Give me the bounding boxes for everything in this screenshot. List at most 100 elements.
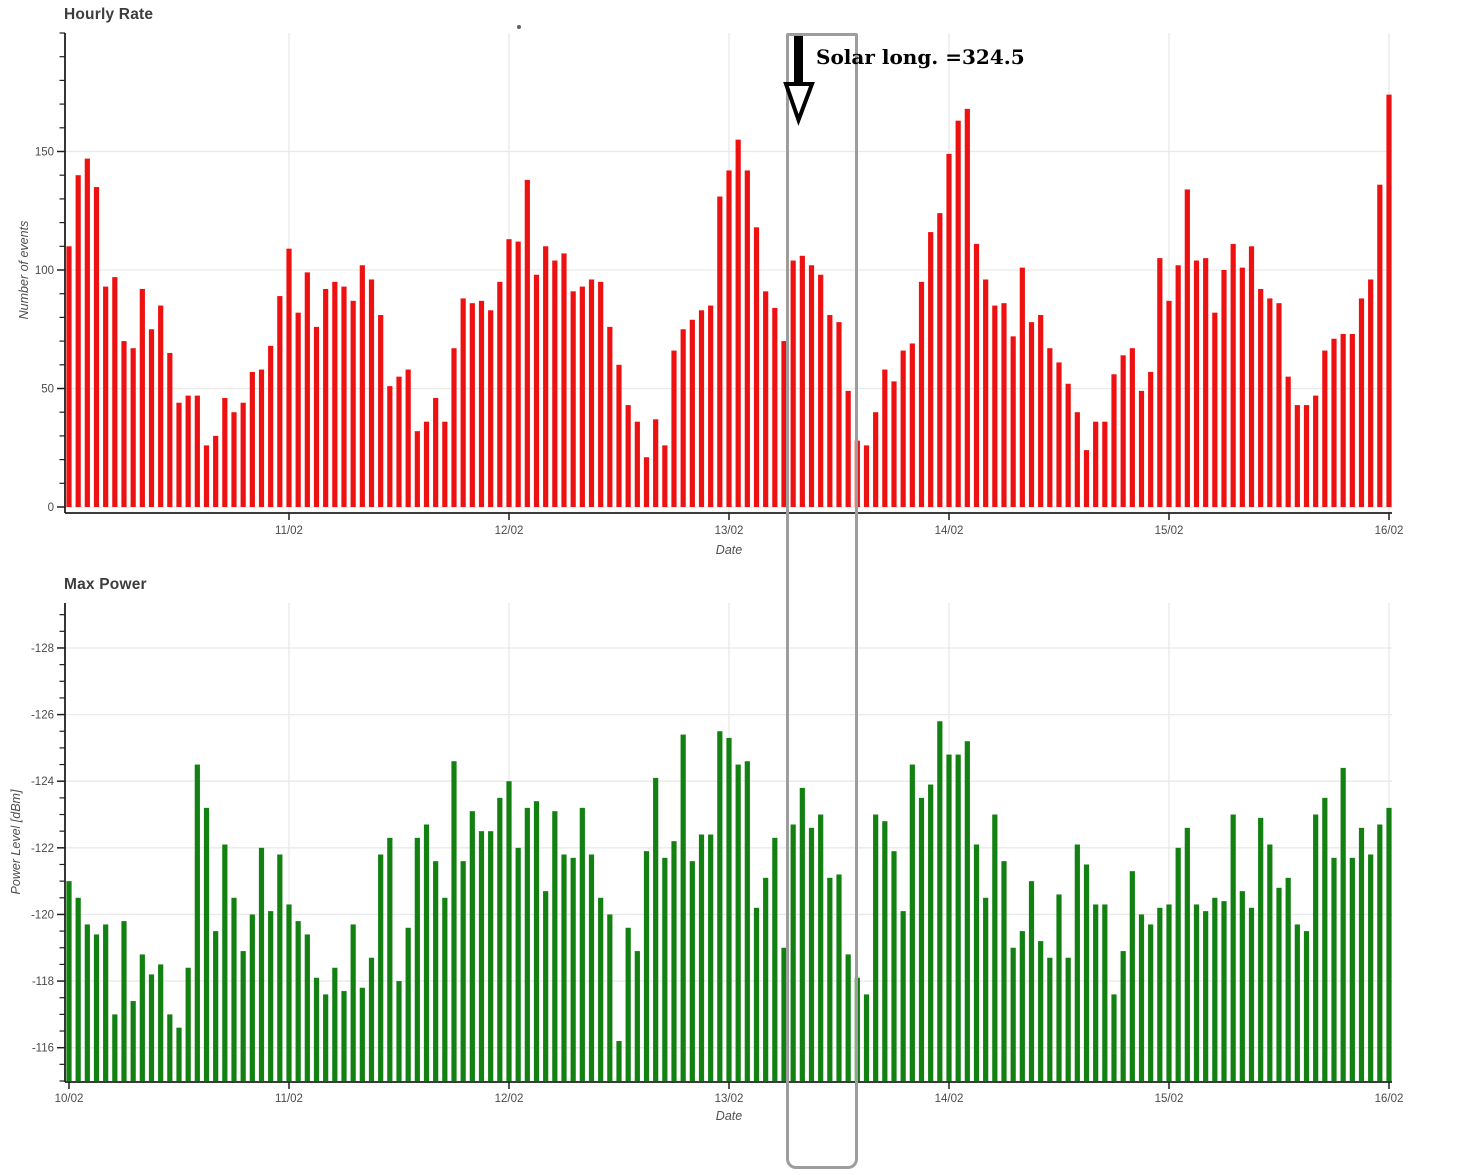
bar (1120, 951, 1126, 1081)
svg-text:50: 50 (41, 384, 54, 396)
bar (689, 861, 695, 1081)
bar (66, 246, 72, 508)
bar (1368, 854, 1374, 1081)
bar (433, 397, 439, 507)
bar (378, 854, 384, 1081)
bar (1239, 891, 1245, 1081)
bar (1248, 246, 1255, 508)
svg-text:15/02: 15/02 (1155, 525, 1184, 537)
svg-text:12/02: 12/02 (495, 1093, 524, 1105)
bar (1303, 405, 1310, 507)
bar (194, 395, 200, 507)
bar (1303, 931, 1310, 1081)
bar (1340, 333, 1346, 507)
bar (1221, 270, 1227, 507)
bar (84, 924, 90, 1081)
bar (873, 814, 879, 1081)
bar (1386, 807, 1392, 1081)
bar (396, 376, 402, 507)
bar (946, 754, 952, 1081)
bar (992, 305, 998, 507)
bar (836, 874, 842, 1081)
bar (1184, 827, 1190, 1081)
bar (891, 381, 897, 507)
bar (808, 827, 815, 1081)
bar (717, 731, 723, 1081)
bar (772, 307, 778, 507)
bar (112, 1014, 118, 1081)
bar (368, 957, 375, 1081)
bar (313, 977, 320, 1081)
bar (497, 797, 503, 1081)
bar (763, 291, 769, 507)
bar (460, 298, 466, 507)
bar (1248, 907, 1255, 1081)
bar (1129, 871, 1135, 1081)
bar (1267, 298, 1273, 507)
bar (1074, 844, 1080, 1081)
bar (497, 281, 503, 507)
stray-mark (517, 25, 521, 29)
bar (662, 857, 668, 1081)
bar (1056, 362, 1062, 507)
bar (75, 175, 81, 507)
bar (139, 954, 145, 1081)
chart-1: -128 -126 -124 -122 -120 -118 -116 10/02 11/02 12… (31, 603, 1403, 1105)
bar (213, 435, 219, 507)
bar (616, 364, 622, 507)
bar (698, 310, 705, 507)
bar (1193, 260, 1200, 507)
bar (231, 897, 237, 1081)
bar (1276, 887, 1282, 1081)
bar (130, 348, 136, 507)
bar (799, 255, 805, 507)
bar (1111, 994, 1117, 1081)
bar (973, 243, 980, 507)
bar (167, 352, 173, 507)
bar (1093, 421, 1099, 507)
bar (75, 897, 81, 1081)
bar (387, 837, 393, 1081)
bar (378, 315, 384, 507)
bar (323, 288, 329, 507)
bar (1102, 421, 1108, 507)
bar (396, 981, 402, 1081)
bar (332, 967, 338, 1081)
bar (1276, 303, 1282, 507)
bar (772, 837, 778, 1081)
chart-title-max-power: Max Power (64, 576, 147, 593)
bar (1038, 941, 1044, 1081)
bar (543, 891, 549, 1081)
bar (616, 1041, 622, 1081)
bar (726, 737, 732, 1081)
bar (1028, 881, 1035, 1081)
bar (845, 390, 851, 507)
bar (1340, 767, 1346, 1081)
bar (744, 170, 750, 507)
bar (1056, 894, 1062, 1081)
bar (258, 369, 265, 507)
bar (790, 260, 796, 507)
bar (460, 861, 466, 1081)
bar (918, 797, 925, 1081)
bar (799, 787, 805, 1081)
bar (845, 954, 851, 1081)
bar (588, 279, 595, 507)
bar (1386, 94, 1392, 508)
bar (268, 911, 274, 1081)
bar (1358, 827, 1365, 1081)
bar (488, 310, 494, 507)
bar (249, 914, 255, 1081)
down-arrow-icon (783, 36, 815, 126)
bar (423, 421, 430, 507)
bar (442, 897, 448, 1081)
bar (1074, 412, 1080, 507)
svg-text:11/02: 11/02 (275, 525, 303, 537)
bar (634, 421, 640, 507)
bar (946, 153, 952, 507)
bar (579, 807, 585, 1081)
bar (515, 241, 521, 507)
bar (332, 281, 338, 507)
svg-text:16/02: 16/02 (1375, 525, 1404, 537)
svg-text:-124: -124 (31, 776, 55, 788)
